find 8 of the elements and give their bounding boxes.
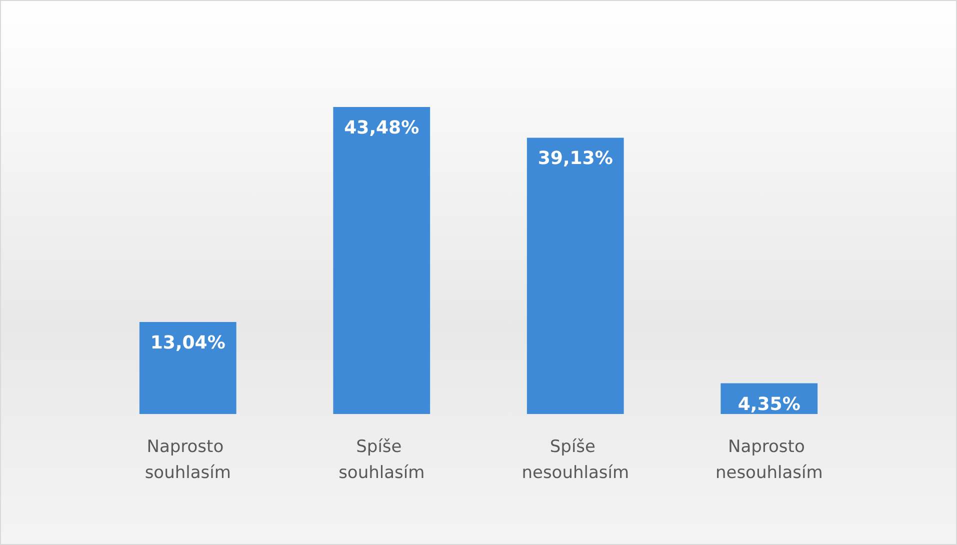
data-label: 13,04% bbox=[150, 332, 226, 354]
x-tick-label: Spíše nesouhlasím bbox=[522, 437, 630, 483]
x-tick-label: Naprosto nesouhlasím bbox=[715, 437, 823, 483]
x-tick-label: Spíše souhlasím bbox=[338, 437, 425, 483]
data-label: 43,48% bbox=[344, 118, 420, 139]
data-label: 4,35% bbox=[738, 394, 800, 415]
x-tick-label: Naprosto souhlasím bbox=[144, 437, 231, 483]
data-label: 39,13% bbox=[538, 148, 613, 170]
